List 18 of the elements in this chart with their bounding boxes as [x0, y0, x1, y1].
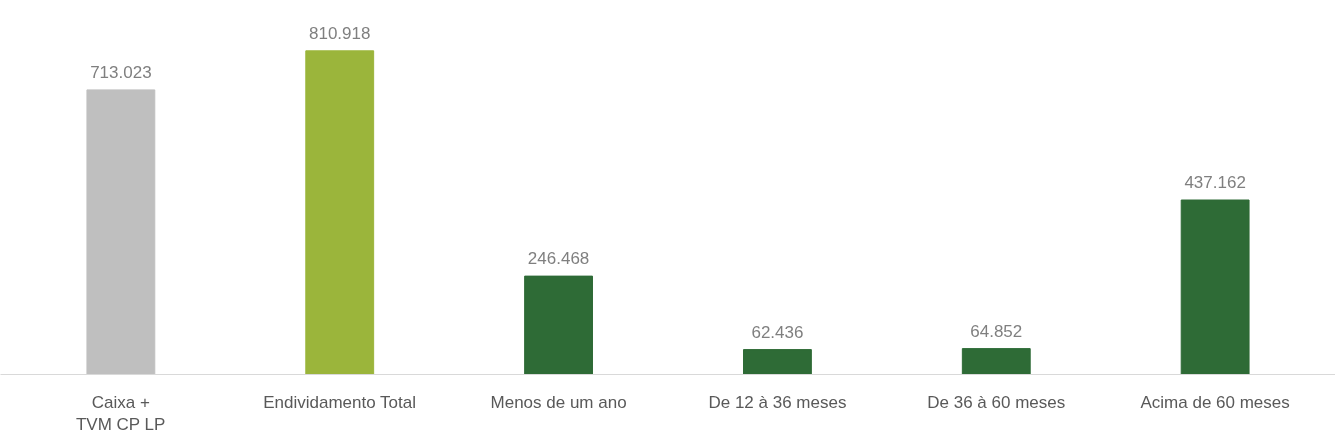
- data-label: 64.852: [970, 321, 1023, 341]
- bar: [305, 50, 375, 375]
- data-label: 246.468: [527, 249, 590, 269]
- bar: [1180, 199, 1250, 375]
- data-label: 810.918: [309, 23, 371, 43]
- bar: [86, 89, 156, 375]
- x-tick-label: Acima de 60 meses: [1140, 392, 1290, 412]
- x-tick-label: Menos de um ano: [490, 392, 627, 412]
- data-label: 437.162: [1184, 173, 1246, 192]
- x-tick-label: De 36 à 60 meses: [927, 392, 1066, 412]
- x-tick-label: Caixa + TVM CP LP: [76, 392, 166, 435]
- bar: [743, 349, 812, 375]
- data-label: 62.436: [751, 322, 804, 342]
- data-label: 713.023: [90, 62, 152, 82]
- bar: [961, 348, 1031, 375]
- bar: [524, 275, 593, 375]
- x-tick-label: De 12 à 36 meses: [708, 392, 847, 412]
- x-tick-label: Endividamento Total: [263, 392, 416, 412]
